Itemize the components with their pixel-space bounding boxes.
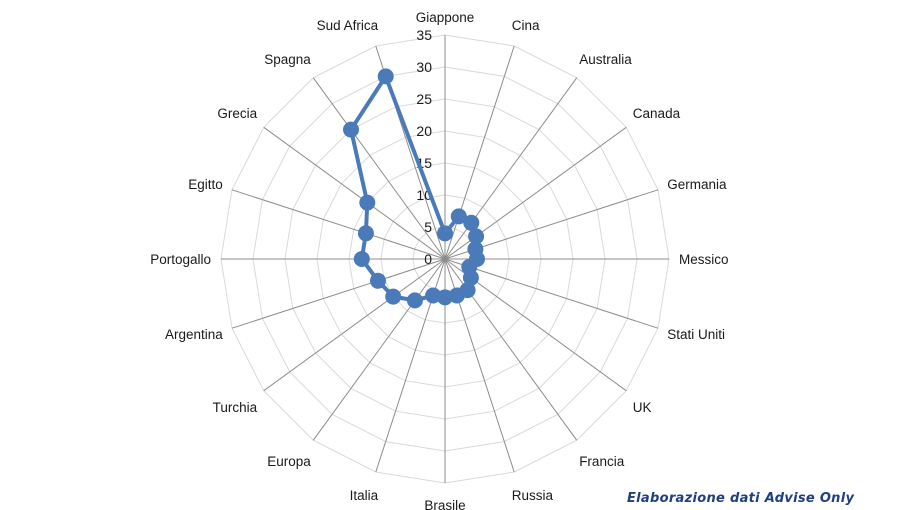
tick-label: 0 (424, 251, 432, 267)
data-point-grecia (359, 194, 376, 211)
tick-label: 25 (416, 91, 432, 107)
spoke-1 (444, 45, 515, 260)
data-point-portogallo (353, 251, 370, 267)
data-point-spagna (343, 121, 359, 138)
spoke-14 (231, 258, 446, 329)
category-label-turchia: Turchia (213, 400, 258, 415)
category-label-spagna: Spagna (264, 52, 311, 67)
data-point-europa (406, 292, 423, 309)
data-point-giappone (437, 225, 453, 242)
spoke-12 (312, 258, 446, 441)
tick-label: 35 (416, 27, 432, 43)
tick-label: 30 (416, 59, 432, 75)
spoke-2 (444, 77, 578, 260)
data-point-australia (463, 214, 480, 231)
spoke-17 (263, 126, 446, 260)
spoke-18 (312, 77, 446, 260)
data-point-cina (450, 208, 467, 225)
category-label-brasile: Brasile (424, 498, 465, 510)
data-point-argentina (370, 272, 386, 289)
category-label-egitto: Egitto (188, 177, 223, 192)
credit-text: Elaborazione dati Advise Only (627, 491, 855, 506)
category-label-europa: Europa (267, 454, 311, 469)
category-label-canada: Canada (633, 106, 681, 121)
data-point-sud-africa (377, 68, 394, 85)
category-label-cina: Cina (512, 18, 540, 33)
category-label-argentina: Argentina (165, 327, 223, 342)
data-point-russia (448, 287, 465, 304)
data-point-canada (468, 228, 485, 245)
category-label-sud-africa: Sud Africa (317, 18, 379, 33)
category-label-giappone: Giappone (416, 10, 475, 25)
data-point-italia (425, 287, 442, 304)
category-label-stati-uniti: Stati Uniti (667, 327, 725, 342)
spoke-16 (231, 189, 446, 260)
category-label-russia: Russia (512, 488, 554, 503)
category-label-messico: Messico (679, 252, 729, 267)
tick-label: 20 (416, 123, 432, 139)
data-point-uk (462, 269, 479, 286)
category-label-grecia: Grecia (217, 106, 257, 121)
category-label-francia: Francia (579, 454, 625, 469)
category-label-italia: Italia (350, 488, 379, 503)
spoke-6 (444, 258, 659, 329)
data-point-brasile (437, 289, 453, 306)
category-label-germania: Germania (667, 177, 727, 192)
category-label-uk: UK (633, 400, 652, 415)
category-label-australia: Australia (579, 52, 632, 67)
category-label-portogallo: Portogallo (150, 252, 211, 267)
spoke-13 (263, 258, 446, 392)
tick-label: 5 (424, 219, 432, 235)
data-point-turchia (385, 288, 402, 305)
data-point-egitto (357, 225, 374, 242)
